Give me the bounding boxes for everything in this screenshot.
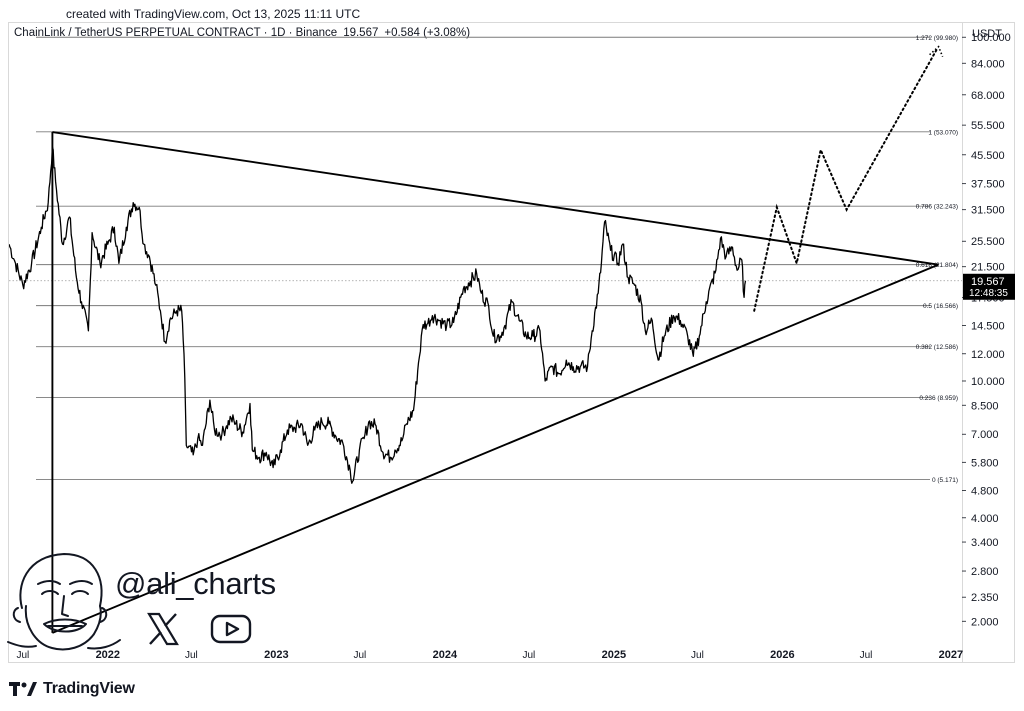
symbol-name: ChainLink / TetherUS PERPETUAL CONTRACT …	[14, 27, 338, 39]
price-axis-label: 12.000	[971, 349, 1005, 361]
fib-level-label: 1.272 (99.980)	[916, 35, 958, 42]
social-icons	[146, 612, 252, 646]
created-with-text: created with TradingView.com, Oct 13, 20…	[66, 7, 361, 21]
price-axis-label: 2.800	[971, 566, 999, 578]
bar-countdown-label: 12:48:35	[969, 288, 1008, 299]
tradingview-brand-text: TradingView	[43, 680, 135, 697]
triangle-lines	[51, 131, 939, 634]
price-axis-label: 84.000	[971, 58, 1005, 70]
fib-level-label: 0.5 (16.566)	[923, 303, 958, 310]
price-axis-label: 68.000	[971, 90, 1005, 102]
currency-label[interactable]: USDT	[972, 28, 1002, 40]
caricature-avatar	[7, 553, 121, 651]
time-axis-label: 2026	[770, 649, 794, 661]
fib-level-label: 0 (5.171)	[932, 477, 958, 484]
tradingview-logo-icon	[9, 682, 37, 696]
x-logo-icon[interactable]	[146, 612, 180, 646]
chart-frame	[8, 22, 1015, 663]
price-axis-label: 3.400	[971, 537, 999, 549]
price-axis-label: 10.000	[971, 376, 1005, 388]
fib-levels: 1.272 (99.980) 1 (53.070) 0.786 (32.243) 0.…	[9, 35, 962, 484]
price-axis-label: 7.000	[971, 429, 999, 441]
author-handle: @ali_charts	[115, 566, 276, 601]
time-axis-label: Jul	[691, 650, 704, 661]
time-axis-label: Jul	[860, 650, 873, 661]
fib-level-label: 0.382 (12.586)	[916, 344, 958, 351]
projection-layer	[753, 45, 944, 312]
youtube-play-icon[interactable]	[210, 614, 252, 644]
price-axis-label: 31.500	[971, 205, 1005, 217]
price-axis: 100.000 84.000 68.000 55.500 45.500 37.500 31.…	[962, 32, 1011, 628]
price-axis-label: 4.000	[971, 513, 999, 525]
time-axis-label: 2022	[96, 649, 120, 661]
time-axis-label: 2025	[602, 649, 626, 661]
time-axis-label: Jul	[185, 650, 198, 661]
triangle-lower-line	[52, 263, 939, 634]
price-series-line	[9, 146, 747, 484]
price-axis-separator	[962, 22, 963, 663]
time-axis-label: 2027	[939, 649, 963, 661]
time-axis-label: Jul	[523, 650, 536, 661]
price-axis-label: 21.500	[971, 262, 1005, 274]
fib-level-label: 0.236 (8.959)	[919, 395, 958, 402]
time-axis-label: 2023	[264, 649, 288, 661]
last-price: 19.567	[343, 27, 379, 39]
projection-arrowhead	[929, 45, 944, 57]
price-series-layer	[9, 146, 747, 484]
price-axis-label: 45.500	[971, 150, 1005, 162]
time-axis-label: Jul	[16, 650, 29, 661]
price-axis-label: 25.500	[971, 236, 1005, 248]
price-axis-label: 37.500	[971, 179, 1005, 191]
time-axis-label: Jul	[354, 650, 367, 661]
tradingview-brand[interactable]: TradingView	[9, 680, 135, 698]
price-axis-label: 8.500	[971, 400, 999, 412]
triangle-upper-line	[52, 131, 939, 266]
time-axis: Jul 2022 Jul 2023 Jul 2024 Jul 2025 Jul 2026 Jul 20…	[16, 649, 963, 661]
projection-path	[753, 48, 938, 312]
time-axis-label: 2024	[433, 649, 458, 661]
price-axis-label: 14.500	[971, 321, 1005, 333]
price-axis-label: 100.000	[971, 32, 1011, 44]
current-price-label-bg	[963, 273, 1015, 300]
price-axis-label: 2.000	[971, 616, 999, 628]
price-axis-label: 5.800	[971, 457, 999, 469]
price-axis-label: 4.800	[971, 486, 999, 498]
price-change: +0.584 (+3.08%)	[384, 27, 471, 39]
current-price-label: 19.567	[971, 276, 1005, 288]
symbol-header: ChainLink / TetherUS PERPETUAL CONTRACT …	[14, 27, 470, 39]
fib-level-label: 0.786 (32.243)	[916, 204, 958, 211]
fib-level-label: 1 (53.070)	[928, 129, 958, 136]
price-axis-label: 2.350	[971, 592, 999, 604]
price-axis-label: 55.500	[971, 120, 1005, 132]
